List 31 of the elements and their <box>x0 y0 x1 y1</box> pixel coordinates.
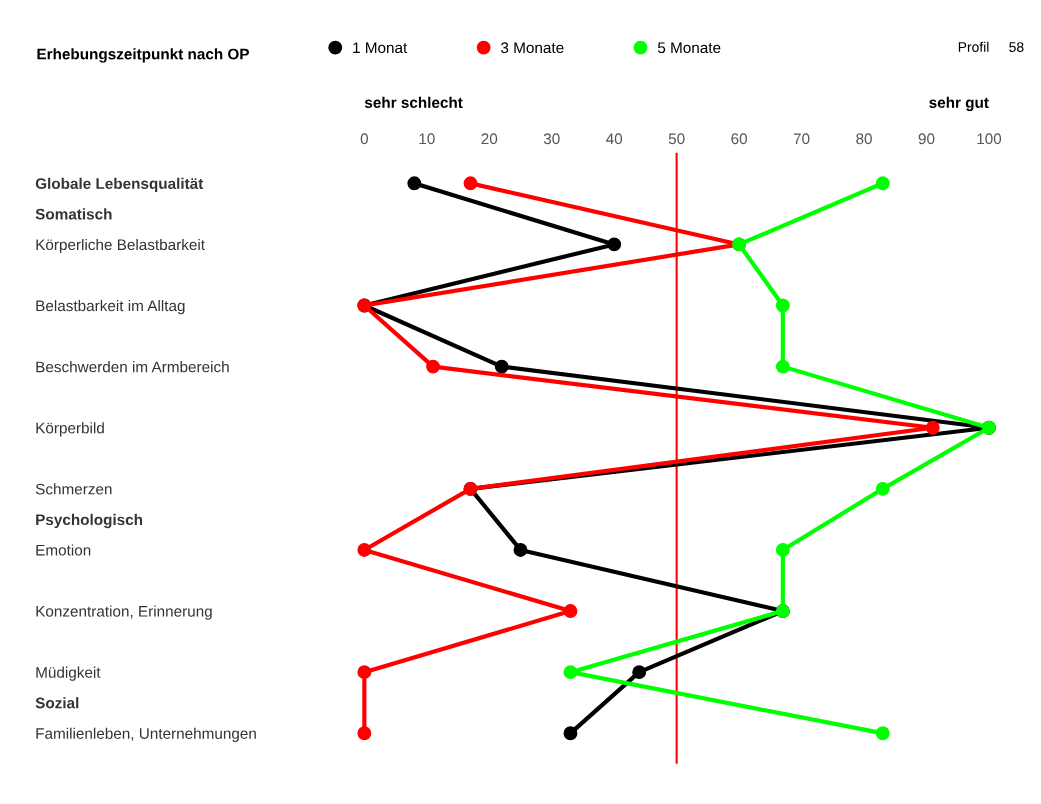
x-tick-label: 60 <box>731 133 748 145</box>
y-tick-label: Konzentration, Erinnerung <box>36 605 212 620</box>
legend-label: 1 Monat <box>353 42 408 54</box>
y-tick-label: Beschwerden im Armbereich <box>36 361 229 373</box>
y-tick-label: Somatisch <box>35 208 112 220</box>
y-tick-label: Schmerzen <box>35 483 112 495</box>
y-tick-label: Globale Lebensqualität <box>35 177 204 193</box>
legend-title: Erhebungszeitpunkt nach OP <box>37 48 249 63</box>
text: sehr gut <box>929 96 989 112</box>
y-tick-label: Emotion <box>36 544 91 556</box>
x-tick-label: 30 <box>543 133 560 145</box>
legend-label: 3 Monate <box>501 42 564 54</box>
y-tick-label: Körperliche Belastbarkeit <box>36 238 205 254</box>
text: Profil 58 <box>958 41 1024 52</box>
y-tick-label: Psychologisch <box>36 513 143 529</box>
x-tick-label: 0 <box>360 133 368 145</box>
x-tick-label: 90 <box>918 133 935 145</box>
y-tick-label: Familienleben, Unternehmungen <box>36 727 256 742</box>
y-tick-label: Belastbarkeit im Alltag <box>36 299 185 315</box>
x-tick-label: 100 <box>977 133 1002 145</box>
text: sehr schlecht <box>364 96 463 108</box>
x-tick-label: 50 <box>668 133 685 145</box>
x-tick-label: 40 <box>606 133 623 145</box>
y-tick-label: Müdigkeit <box>36 666 101 681</box>
y-tick-label: Sozial <box>35 697 79 709</box>
y-tick-label: Körperbild <box>36 422 104 437</box>
legend-label: 5 Monate <box>657 42 721 54</box>
x-tick-label: 10 <box>419 133 435 145</box>
x-tick-label: 20 <box>481 133 498 145</box>
x-tick-label: 70 <box>793 133 810 145</box>
x-tick-label: 80 <box>856 133 872 145</box>
